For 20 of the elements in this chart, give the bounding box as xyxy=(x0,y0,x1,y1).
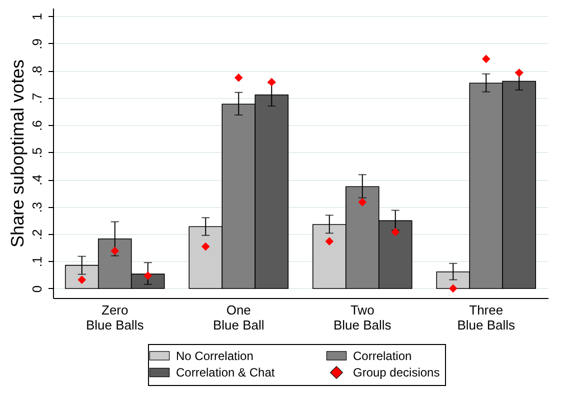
y-tick-label: .3 xyxy=(30,202,44,213)
y-tick-label: .7 xyxy=(30,92,44,104)
legend-label: No Correlation xyxy=(176,348,254,363)
y-tick-label: .9 xyxy=(30,38,44,50)
y-tick-label: .4 xyxy=(30,174,44,186)
y-tick-label: .2 xyxy=(30,229,44,240)
y-tick-label: 0 xyxy=(30,285,44,293)
legend-label: Group decisions xyxy=(353,366,440,380)
y-tick-label: 1 xyxy=(30,13,44,20)
y-tick-label: .8 xyxy=(30,66,44,77)
y-tick-label: .6 xyxy=(30,120,44,132)
y-tick-label: .1 xyxy=(30,256,44,268)
legend-label: Correlation & Chat xyxy=(176,366,276,380)
x-tick-label: One Blue Ball xyxy=(212,302,264,332)
legend-label: Correlation xyxy=(353,348,412,363)
y-tick-label: .5 xyxy=(30,147,44,158)
x-tick-label: Three Blue Balls xyxy=(457,302,516,332)
y-axis-title: Share suboptimal votes xyxy=(8,59,28,248)
x-tick-label: Two Blue Balls xyxy=(333,302,392,332)
x-tick-label: Zero Blue Balls xyxy=(86,302,144,332)
